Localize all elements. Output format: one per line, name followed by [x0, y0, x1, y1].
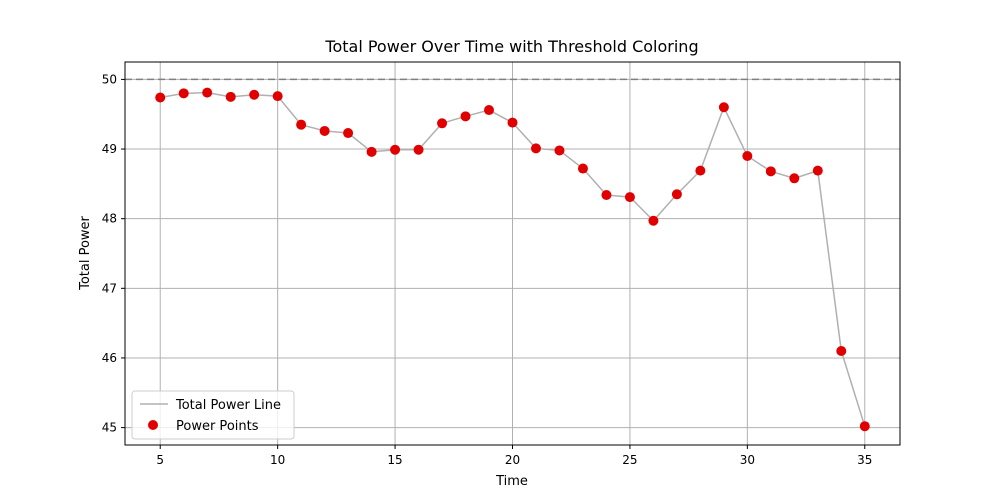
power-point — [789, 173, 800, 184]
y-axis-ticks: 45 46 47 48 49 50 — [102, 72, 125, 435]
power-point — [530, 143, 541, 154]
power-point — [178, 88, 189, 99]
power-point — [648, 215, 659, 226]
power-point — [624, 192, 635, 203]
x-tick-label: 20 — [505, 453, 520, 467]
power-point — [225, 91, 236, 102]
power-point — [437, 118, 448, 129]
power-point — [507, 117, 518, 128]
power-point — [484, 105, 495, 116]
power-point — [202, 87, 213, 98]
power-point — [671, 189, 682, 200]
power-point — [155, 92, 166, 103]
power-point — [343, 128, 354, 139]
y-tick-label: 49 — [102, 142, 117, 156]
y-tick-label: 50 — [102, 72, 117, 86]
power-point — [718, 102, 729, 113]
power-point — [319, 125, 330, 136]
y-tick-label: 48 — [102, 212, 117, 226]
power-point — [366, 146, 377, 157]
power-point — [765, 166, 776, 177]
x-tick-label: 30 — [740, 453, 755, 467]
y-tick-label: 47 — [102, 281, 117, 295]
series-points-group — [155, 87, 870, 432]
y-tick-label: 45 — [102, 421, 117, 435]
power-point — [296, 119, 307, 130]
power-point — [836, 345, 847, 356]
y-axis-label: Total Power — [78, 215, 93, 290]
power-point — [601, 190, 612, 201]
legend-entry-points: Power Points — [176, 419, 259, 434]
chart-title: Total Power Over Time with Threshold Col… — [324, 37, 698, 56]
legend: Total Power Line Power Points — [131, 390, 295, 440]
x-tick-label: 15 — [387, 453, 402, 467]
power-point — [554, 145, 565, 156]
x-axis-label: Time — [495, 474, 528, 489]
power-point — [390, 144, 401, 155]
power-point — [812, 165, 823, 176]
x-tick-label: 25 — [622, 453, 637, 467]
y-tick-label: 46 — [102, 351, 117, 365]
x-tick-label: 5 — [156, 453, 164, 467]
x-tick-label: 35 — [857, 453, 872, 467]
legend-box — [131, 390, 295, 440]
x-axis-ticks: 5 10 15 20 25 30 35 — [156, 445, 872, 467]
power-point — [413, 144, 424, 155]
power-point — [695, 165, 706, 176]
power-point — [249, 89, 260, 100]
power-point — [859, 421, 870, 432]
x-tick-label: 10 — [270, 453, 285, 467]
legend-entry-line: Total Power Line — [175, 398, 281, 413]
power-point — [577, 163, 588, 174]
power-point — [742, 151, 753, 162]
power-point — [460, 111, 471, 122]
power-point — [272, 91, 283, 102]
legend-point-swatch — [148, 420, 158, 430]
